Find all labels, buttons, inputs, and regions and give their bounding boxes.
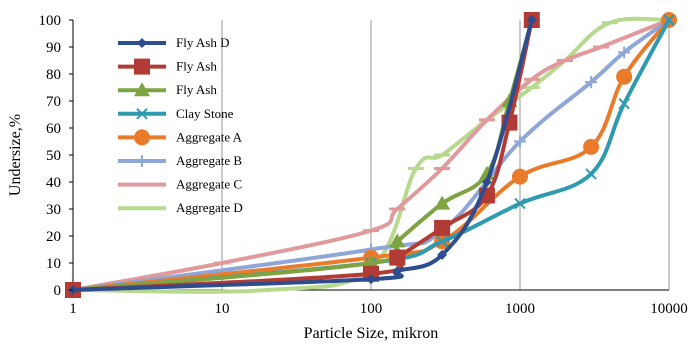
series-line <box>71 18 671 292</box>
legend-entry: Fly Ash <box>118 82 217 97</box>
data-point <box>434 195 451 210</box>
x-tick-label: 100 <box>360 301 383 317</box>
y-tick-label: 80 <box>46 67 61 83</box>
legend-label: Fly Ash <box>176 82 217 97</box>
series-0 <box>68 15 537 295</box>
y-tick-label: 70 <box>46 94 61 110</box>
series-1 <box>65 12 540 298</box>
y-tick-label: 100 <box>39 13 62 29</box>
y-tick-label: 40 <box>46 175 61 191</box>
data-point <box>512 168 528 185</box>
data-point <box>618 97 630 110</box>
legend-label: Fly Ash D <box>176 35 229 50</box>
y-tick-label: 50 <box>46 148 61 164</box>
y-tick-label: 60 <box>46 121 61 137</box>
y-tick-label: 0 <box>54 283 62 299</box>
legend-entry: Fly Ash D <box>118 35 229 50</box>
legend-label: Aggregate A <box>176 129 243 144</box>
legend-marker <box>136 108 148 120</box>
series-line <box>71 18 534 292</box>
y-tick-labels: 0 10 20 30 40 50 60 70 80 90 100 <box>39 13 73 299</box>
y-axis-title: Undersize,% <box>7 114 24 196</box>
data-point <box>585 168 597 180</box>
x-tick-label: 10 <box>215 301 230 317</box>
data-point <box>366 274 376 285</box>
legend: Fly Ash D Fly Ash Fly Ash Clay Stone Aggrega… <box>118 35 243 215</box>
data-point <box>434 219 451 236</box>
x-tick-label: 10000 <box>650 301 688 317</box>
legend-marker <box>134 82 150 97</box>
data-point <box>389 249 406 266</box>
legend-entry: Clay Stone <box>118 106 234 121</box>
data-point <box>392 266 403 277</box>
legend-marker <box>136 155 148 167</box>
legend-label: Aggregate C <box>176 177 242 192</box>
data-point <box>481 177 492 187</box>
x-tick-label: 1000 <box>505 301 535 317</box>
legend-label: Aggregate D <box>176 200 243 215</box>
legend-label: Clay Stone <box>176 106 234 121</box>
y-tick-label: 10 <box>46 256 61 272</box>
data-point <box>363 255 379 269</box>
data-point <box>616 68 633 85</box>
data-point <box>514 197 526 210</box>
data-point <box>583 138 600 155</box>
legend-label: Fly Ash <box>176 59 217 74</box>
series-2 <box>65 12 540 296</box>
legend-entry: Aggregate A <box>118 129 243 146</box>
data-point <box>618 46 631 59</box>
legend-entry: Aggregate B <box>118 153 242 168</box>
data-point <box>514 135 526 148</box>
legend-entry: Aggregate C <box>118 177 242 192</box>
legend-marker <box>134 129 150 146</box>
x-tick-label: 1 <box>69 301 77 317</box>
data-point <box>389 233 406 248</box>
data-point <box>436 235 448 248</box>
data-point <box>526 15 537 25</box>
y-tick-label: 30 <box>46 202 61 218</box>
x-tick-labels: 1 10 100 1000 10000 <box>69 301 688 317</box>
legend-marker <box>134 58 150 75</box>
legend-entry: Fly Ash <box>118 58 217 75</box>
data-point <box>585 76 598 89</box>
legend-entry: Aggregate D <box>118 200 243 215</box>
legend-marker <box>137 38 147 48</box>
x-axis-title: Particle Size, mikron <box>304 325 439 342</box>
legend-label: Aggregate B <box>176 153 242 168</box>
data-point <box>663 14 675 26</box>
data-point <box>437 249 448 260</box>
y-tick-label: 20 <box>46 229 61 245</box>
y-tick-label: 90 <box>46 40 61 56</box>
series-lines <box>65 12 677 298</box>
